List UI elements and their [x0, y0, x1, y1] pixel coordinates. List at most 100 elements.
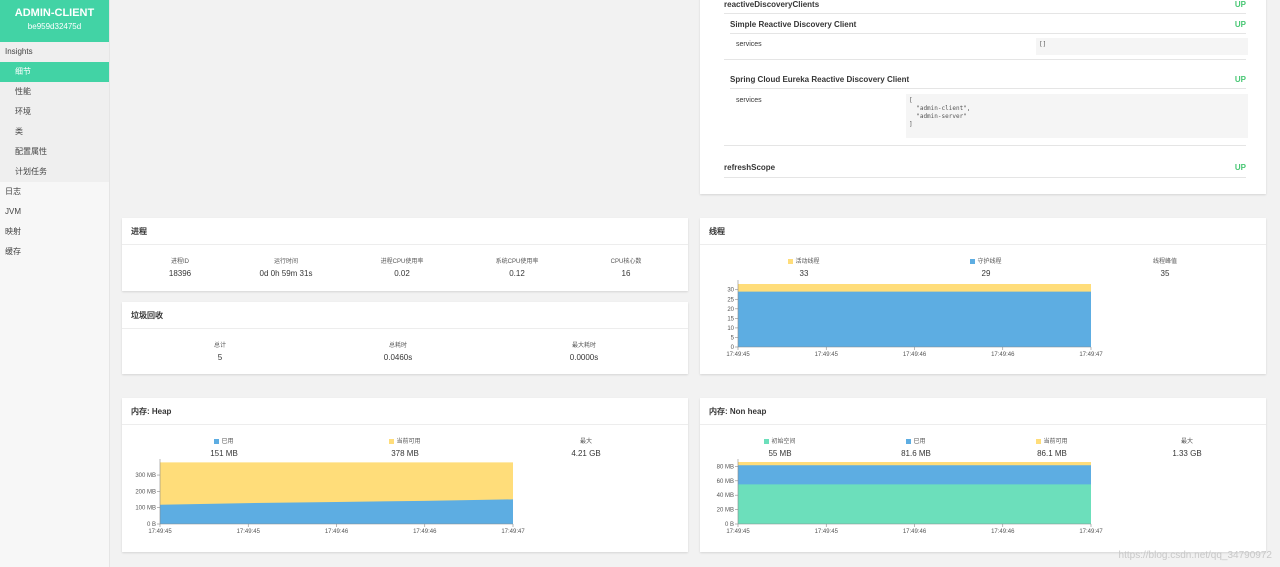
- stat-uptime: 运行时间 0d 0h 59m 31s: [231, 256, 341, 278]
- y-tick-label: 100 MB: [135, 506, 156, 512]
- legend-swatch-used: [906, 438, 912, 444]
- stat-cpu-cores: CPU核心数 16: [571, 256, 681, 278]
- stat-value: 0.12: [509, 269, 525, 278]
- eureka-client-name: Spring Cloud Eureka Reactive Discovery C…: [730, 75, 910, 84]
- eureka-services-label: services: [736, 97, 762, 104]
- stat-nonheap-init: 初始空间 55 MB: [725, 436, 835, 458]
- y-tick-label: 30: [727, 288, 734, 294]
- refresh-scope-name: refreshScope: [724, 163, 776, 172]
- legend-swatch-used: [214, 438, 220, 444]
- eureka-client-status: UP: [1234, 75, 1246, 84]
- stat-value: 5: [217, 353, 223, 362]
- y-tick-label: 20 MB: [717, 508, 734, 514]
- heap-title: 内存: Heap: [122, 398, 688, 425]
- reactive-discovery-name: reactiveDiscoveryClients: [724, 0, 820, 9]
- reactive-discovery-row: reactiveDiscoveryClients UP: [724, 0, 1246, 14]
- health-card: reactiveDiscoveryClients UP Simple React…: [700, 0, 1266, 194]
- stat-label-text: 已用: [221, 439, 234, 445]
- x-tick-label: 17:49:45: [726, 529, 750, 535]
- stat-label: 活动线程: [749, 256, 859, 265]
- legend-swatch-available: [788, 258, 794, 264]
- legend-swatch-used: [970, 258, 976, 264]
- sidebar: ADMIN-CLIENT be959d32475d Insights 细节 性能…: [0, 0, 110, 567]
- stat-label-text: 活动线程: [795, 259, 820, 265]
- stat-gc-total-time: 总耗时 0.0460s: [343, 340, 453, 362]
- stat-value: 35: [1160, 269, 1170, 278]
- x-tick-label: 17:49:45: [815, 352, 839, 358]
- sidebar-item-jvm[interactable]: JVM: [5, 207, 21, 216]
- refresh-scope-status: UP: [1234, 163, 1246, 172]
- nonheap-chart: 0 B 20 MB 40 MB 60 MB 80 MB 17:49:45 17:49:45 1…: [717, 459, 1103, 535]
- eureka-client-row: Spring Cloud Eureka Reactive Discovery C…: [730, 75, 1246, 89]
- y-tick-label: 20: [727, 307, 734, 313]
- stat-label: 守护线程: [931, 256, 1041, 265]
- stat-system-cpu: 系统CPU使用率 0.12: [462, 256, 572, 278]
- stat-value: 0.0000s: [569, 353, 599, 362]
- app-name: ADMIN-CLIENT: [14, 7, 95, 19]
- stat-value: 55 MB: [768, 449, 792, 458]
- instance-id: be959d32475d: [27, 22, 82, 31]
- area-series-0: [738, 484, 1091, 524]
- sidebar-group-insights[interactable]: Insights: [0, 42, 109, 62]
- stat-daemon-threads: 守护线程 29: [931, 256, 1041, 278]
- stat-nonheap-committed: 当前可用 86.1 MB: [997, 436, 1107, 458]
- x-tick-label: 17:49:47: [1079, 529, 1103, 535]
- x-tick-label: 17:49:45: [237, 529, 261, 535]
- stat-value: 0d 0h 59m 31s: [259, 269, 313, 278]
- stat-peak-threads: 线程峰值 35: [1110, 256, 1220, 278]
- x-tick-label: 17:49:47: [501, 529, 525, 535]
- sidebar-item-beans[interactable]: 类: [15, 127, 23, 136]
- stat-label-text: 已用: [913, 439, 926, 445]
- eureka-services-row: services: [724, 91, 1246, 146]
- watermark: https://blog.csdn.net/qq_34790972: [1118, 550, 1272, 561]
- stat-label: 当前可用: [997, 436, 1107, 445]
- area-series-0: [160, 499, 513, 524]
- stat-value: 81.6 MB: [901, 449, 931, 458]
- reactive-discovery-status: UP: [1234, 0, 1246, 9]
- y-tick-label: 40 MB: [717, 493, 734, 499]
- simple-client-status: UP: [1234, 20, 1246, 29]
- gc-card: 垃圾回收 总计 5 总耗时 0.0460s 最大耗时 0.0000s: [122, 302, 688, 374]
- sidebar-item-caches[interactable]: 缓存: [5, 247, 21, 256]
- stat-heap-used: 已用 151 MB: [169, 436, 279, 458]
- x-tick-label: 17:49:46: [991, 529, 1015, 535]
- stat-heap-max: 最大 4.21 GB: [531, 436, 641, 458]
- simple-services-value: []: [1036, 38, 1248, 55]
- stat-label-text: 初始空间: [771, 439, 796, 445]
- eureka-services-value: [ "admin-client", "admin-server" ]: [906, 94, 1248, 138]
- sidebar-item-details[interactable]: 细节: [0, 62, 109, 82]
- stat-value: 29: [981, 269, 991, 278]
- simple-client-row: Simple Reactive Discovery Client UP: [730, 20, 1246, 34]
- sidebar-item-scheduledtasks[interactable]: 计划任务: [15, 167, 47, 176]
- threads-chart: 0 5 10 15 20 25 30 17:49:45 17:49:45 17:49:46 17:4…: [726, 280, 1103, 358]
- stat-label: 最大: [579, 439, 592, 445]
- x-tick-label: 17:49:47: [1079, 352, 1103, 358]
- sidebar-item-configprops[interactable]: 配置属性: [15, 147, 47, 156]
- stat-value: 151 MB: [210, 449, 238, 458]
- area-series-0: [738, 291, 1091, 347]
- stat-value: 0.02: [394, 269, 410, 278]
- stat-label-text: 守护线程: [977, 259, 1002, 265]
- refresh-scope-row: refreshScope UP: [724, 163, 1246, 178]
- x-tick-label: 17:49:46: [903, 352, 927, 358]
- stat-value: 33: [799, 269, 809, 278]
- app-brand[interactable]: ADMIN-CLIENT be959d32475d: [0, 0, 109, 42]
- simple-services-label: services: [736, 41, 762, 48]
- y-tick-label: 0: [731, 345, 735, 351]
- stat-label-text: 当前可用: [396, 439, 421, 445]
- y-tick-label: 300 MB: [135, 473, 156, 479]
- stat-process-cpu: 进程CPU使用率 0.02: [347, 256, 457, 278]
- sidebar-item-metrics[interactable]: 性能: [15, 87, 31, 96]
- stat-value: 378 MB: [391, 449, 419, 458]
- sidebar-item-environment[interactable]: 环境: [15, 107, 31, 116]
- y-tick-label: 10: [727, 326, 734, 332]
- threads-title: 线程: [700, 218, 1266, 245]
- sidebar-item-mappings[interactable]: 映射: [5, 227, 21, 236]
- stat-label: 线程峰值: [1152, 259, 1177, 265]
- simple-client-name: Simple Reactive Discovery Client: [730, 20, 857, 29]
- stat-label: 已用: [169, 436, 279, 445]
- gc-title: 垃圾回收: [122, 302, 688, 329]
- sidebar-item-logs[interactable]: 日志: [5, 187, 21, 196]
- stat-label: 总计: [213, 343, 226, 349]
- stat-label: 运行时间: [273, 259, 298, 265]
